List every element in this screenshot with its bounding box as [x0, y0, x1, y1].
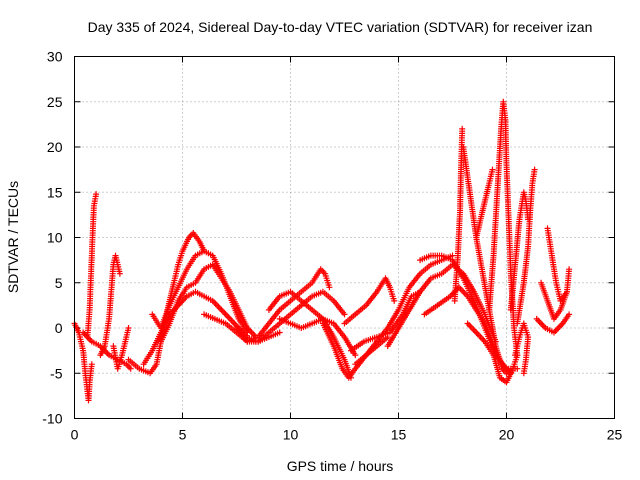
data-point	[116, 270, 123, 277]
series-arc-28	[514, 166, 538, 327]
data-point	[459, 125, 466, 132]
x-tick-label: 20	[499, 427, 515, 443]
y-tick-label: -5	[50, 365, 63, 381]
series-arc-4	[97, 252, 123, 359]
series-arc-12	[255, 288, 348, 345]
data-point	[531, 166, 538, 173]
data-point	[341, 311, 348, 318]
y-tick-label: 10	[47, 230, 63, 246]
data-point	[93, 191, 100, 198]
series-arc-29	[512, 320, 532, 377]
y-tick-label: -10	[42, 411, 62, 427]
series-arc-22	[451, 125, 466, 304]
series-arc-17	[348, 288, 424, 354]
plot-frame	[74, 56, 615, 419]
data-point	[326, 284, 333, 291]
data-point	[391, 297, 398, 304]
series-arc-6	[125, 230, 208, 377]
y-tick-label: 25	[47, 94, 63, 110]
axis-ticks: 0 5 10 15 20 25 -10 -5 0 5 10 15 20 25 30	[42, 49, 622, 443]
data-points	[71, 98, 573, 404]
series-arc-16	[341, 275, 398, 327]
y-tick-label: 30	[47, 49, 63, 65]
data-point	[352, 352, 359, 359]
data-point	[88, 361, 95, 368]
series-arc-25	[473, 166, 496, 241]
series-arc-9	[140, 288, 259, 368]
series-arc-31	[538, 279, 570, 322]
y-tick-label: 0	[55, 320, 63, 336]
series-arc-11	[233, 266, 333, 345]
series-arc-24	[464, 320, 521, 386]
data-point	[276, 329, 283, 336]
chart-title: Day 335 of 2024, Sidereal Day-to-day VTE…	[88, 19, 593, 35]
data-point	[127, 365, 134, 372]
series-arc-8	[157, 261, 259, 345]
series-arc-1	[71, 320, 95, 404]
data-point	[520, 370, 527, 377]
series-arc-20	[417, 252, 521, 372]
x-tick-label: 5	[179, 427, 187, 443]
series-arc-5	[110, 325, 132, 372]
data-point	[566, 311, 573, 318]
series-arc-13	[276, 315, 359, 359]
series-arc-30	[533, 311, 573, 336]
series-arc-2	[84, 191, 100, 341]
data-point	[489, 166, 496, 173]
data-point	[503, 370, 510, 377]
series-arc-32	[544, 225, 573, 304]
grid-lines	[74, 56, 615, 419]
x-tick-label: 15	[391, 427, 407, 443]
data-point	[125, 325, 132, 331]
x-axis-label: GPS time / hours	[287, 458, 394, 474]
x-tick-label: 10	[283, 427, 299, 443]
y-axis-label: SDTVAR / TECUs	[5, 181, 21, 293]
data-point	[566, 266, 573, 273]
y-tick-label: 20	[47, 139, 63, 155]
y-tick-label: 5	[55, 275, 63, 291]
y-tick-label: 15	[47, 184, 63, 200]
x-tick-label: 25	[607, 427, 623, 443]
x-tick-label: 0	[71, 427, 79, 443]
